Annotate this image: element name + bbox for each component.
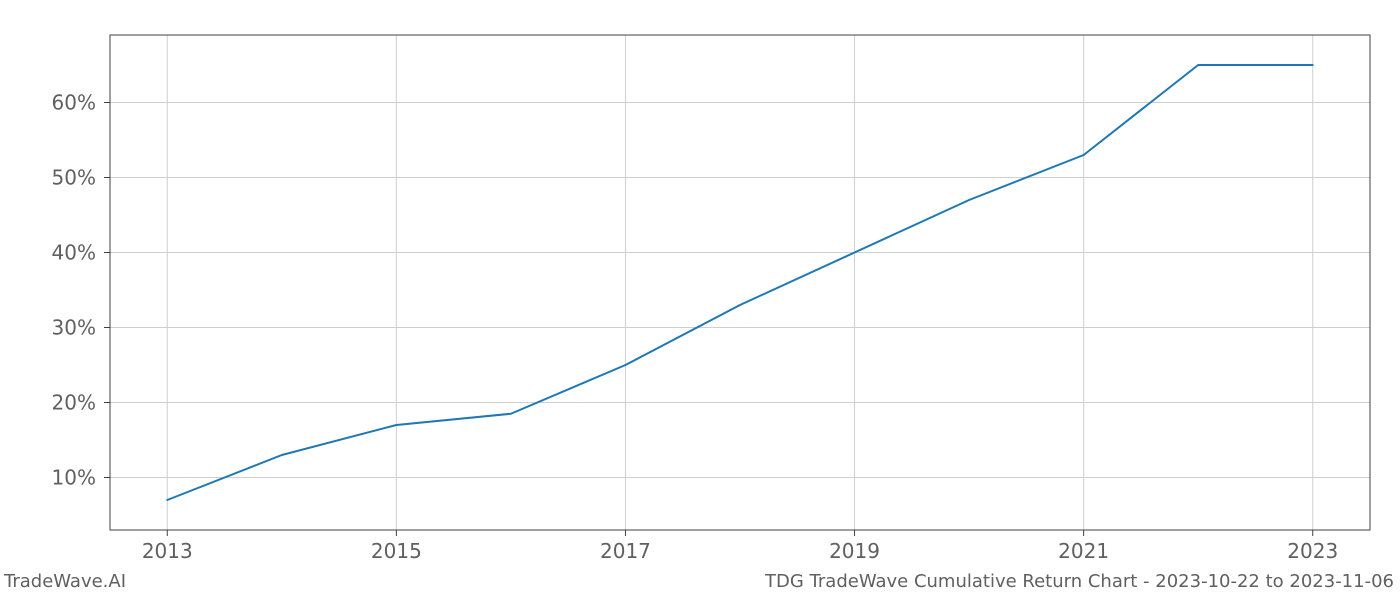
footer-left-text: TradeWave.AI [4,571,126,592]
footer-right-text: TDG TradeWave Cumulative Return Chart - … [765,571,1394,592]
x-tick-label: 2015 [371,539,422,563]
x-tick-label: 2013 [142,539,193,563]
y-tick-label: 40% [52,241,96,265]
line-chart: 2013 2015 2017 2019 2021 2023 10% 20% 30% 40% 50% 6… [0,0,1400,600]
y-tick-label: 60% [52,91,96,115]
x-tick-label: 2023 [1287,539,1338,563]
y-tick-label: 10% [52,466,96,490]
x-tick-label: 2019 [829,539,880,563]
x-tick-label: 2017 [600,539,651,563]
x-tick-label: 2021 [1058,539,1109,563]
chart-container: 2013 2015 2017 2019 2021 2023 10% 20% 30% 40% 50% 6… [0,0,1400,600]
y-tick-label: 20% [52,391,96,415]
y-tick-label: 50% [52,166,96,190]
cumulative-return-line [167,65,1312,500]
y-tick-label: 30% [52,316,96,340]
